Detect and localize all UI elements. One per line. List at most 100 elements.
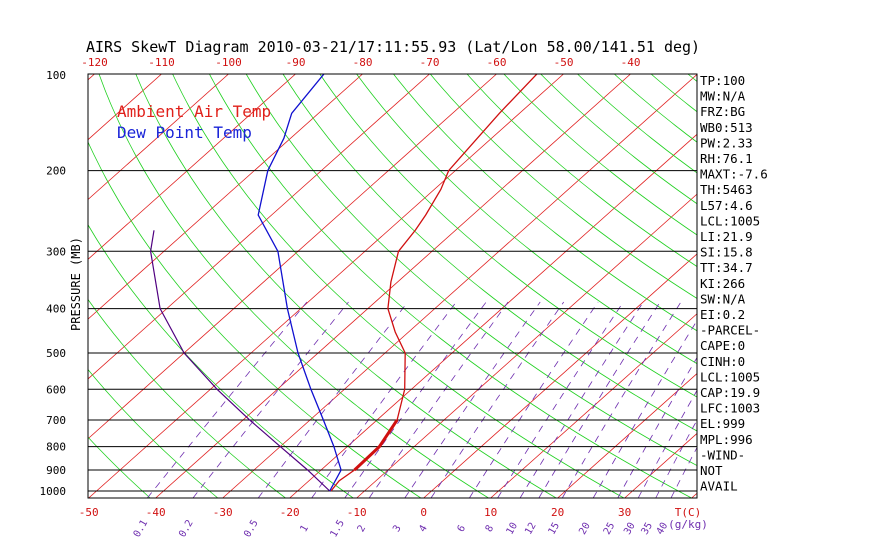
- mixing-ratio-line: [257, 301, 409, 498]
- mixing-ratio-label: 6: [456, 523, 469, 534]
- mixing-ratio-line: [192, 301, 349, 498]
- mixing-ratio-label: 0.5: [242, 518, 261, 539]
- pressure-tick-label: 300: [46, 245, 66, 258]
- dry-adiabat-line: [88, 141, 422, 498]
- dry-adiabat-line: [88, 224, 354, 498]
- pressure-tick-label: 100: [46, 69, 66, 82]
- top-temp-tick-label: -120: [81, 56, 108, 69]
- isotherm-line: [356, 193, 697, 498]
- top-temp-tick-label: -80: [353, 56, 373, 69]
- isotherm-line: [759, 74, 870, 498]
- dew-point-temp-line: [257, 74, 342, 492]
- legend-ambient-air-temp: Ambient Air Temp: [117, 102, 271, 121]
- mixing-ratio-label: 40: [655, 521, 671, 537]
- top-temp-tick-label: -100: [215, 56, 242, 69]
- index-item: TP:100: [700, 73, 745, 88]
- top-temp-tick-label: -50: [554, 56, 574, 69]
- index-item: RH:76.1: [700, 151, 753, 166]
- dry-adiabat-line: [88, 368, 219, 498]
- index-item: SW:N/A: [700, 291, 746, 306]
- index-item: NOT: [700, 463, 723, 478]
- mixing-ratio-line: [404, 301, 541, 498]
- mixing-ratio-line: [311, 301, 457, 498]
- mixing-ratio-unit-label: (g/kg): [668, 518, 708, 531]
- bottom-temp-tick-label: 10: [484, 506, 497, 519]
- index-item: MW:N/A: [700, 89, 746, 104]
- mixing-ratio-line: [538, 301, 661, 498]
- isotherm-line: [88, 74, 430, 380]
- dry-adiabat-line: [650, 74, 697, 113]
- parcel-curve: [149, 230, 331, 492]
- index-item: CAPE:0: [700, 338, 745, 353]
- dry-adiabat-line: [88, 298, 286, 498]
- dry-adiabat-line: [0, 74, 15, 498]
- dry-adiabat-line: [835, 74, 870, 498]
- mixing-ratio-label: 4: [417, 523, 430, 534]
- grid-lines: [0, 74, 870, 498]
- dry-adiabat-line: [172, 74, 625, 498]
- isotherm-line: [88, 74, 229, 201]
- top-temp-tick-label: -110: [148, 56, 175, 69]
- isotherm-line: [490, 313, 697, 498]
- mixing-ratio-label: 0.1: [132, 518, 151, 539]
- isotherm-line: [826, 74, 870, 498]
- dry-adiabat-line: [319, 74, 697, 398]
- index-item: CINH:0: [700, 354, 745, 369]
- top-temp-tick-label: -90: [286, 56, 306, 69]
- dry-adiabat-line: [503, 74, 697, 236]
- index-item: EI:0.2: [700, 307, 745, 322]
- index-item: SI:15.8: [700, 245, 753, 260]
- dry-adiabat-line: [762, 74, 870, 498]
- mixing-ratio-label: 0.2: [177, 518, 196, 539]
- plot-frame: [87, 73, 698, 499]
- mixing-ratio-label: 12: [523, 521, 539, 537]
- index-item: TH:5463: [700, 182, 753, 197]
- bottom-temp-tick-label: -20: [280, 506, 300, 519]
- index-item: EL:999: [700, 416, 745, 431]
- index-item: PW:2.33: [700, 135, 753, 150]
- pressure-tick-label: 900: [46, 464, 66, 477]
- index-item: CAP:19.9: [700, 385, 760, 400]
- pressure-tick-label: 1000: [40, 485, 67, 498]
- index-item: LCL:1005: [700, 213, 760, 228]
- stability-indices: TP:100MW:N/AFRZ:BGWB0:513PW:2.33RH:76.1M…: [700, 73, 768, 494]
- index-item: LCL:1005: [700, 369, 760, 384]
- bottom-temp-tick-label: -10: [347, 506, 367, 519]
- pressure-tick-label: 400: [46, 303, 66, 316]
- chart-title: AIRS SkewT Diagram 2010-03-21/17:11:55.9…: [86, 38, 700, 56]
- isotherm-line: [289, 133, 697, 498]
- dry-adiabat-line: [540, 74, 697, 205]
- isotherm-line: [0, 74, 28, 498]
- mixing-ratio-label: 15: [547, 521, 563, 537]
- pressure-tick-label: 500: [46, 347, 66, 360]
- top-temp-tick-label: -60: [487, 56, 507, 69]
- mixing-ratio-label: 25: [602, 521, 618, 537]
- index-item: -PARCEL-: [700, 323, 760, 338]
- y-axis-label: PRESSURE (MB): [69, 237, 83, 331]
- bottom-temp-tick-label: 20: [551, 506, 564, 519]
- isotherm-line: [557, 373, 697, 498]
- pressure-tick-label: 800: [46, 441, 66, 454]
- mixing-ratio-line: [430, 301, 565, 498]
- index-item: KI:266: [700, 276, 745, 291]
- dry-adiabat-line: [798, 74, 870, 498]
- profile-series: [149, 74, 538, 492]
- temp-unit-label: T(C): [675, 506, 702, 519]
- mixing-ratio-label: 30: [622, 521, 638, 537]
- isotherm-line: [88, 74, 564, 498]
- mixing-ratio-line: [344, 301, 487, 498]
- isotherm-line: [222, 74, 697, 498]
- index-item: LFC:1003: [700, 401, 760, 416]
- index-item: AVAIL: [700, 479, 738, 494]
- mixing-ratio-label: 1.5: [328, 518, 347, 539]
- mixing-ratio-label: 3: [391, 523, 404, 534]
- dry-adiabat-line: [209, 74, 692, 498]
- bottom-temp-tick-label: 30: [618, 506, 631, 519]
- mixing-ratio-label: 8: [484, 523, 497, 534]
- isotherm-line: [423, 253, 697, 498]
- mixing-ratio-label: 20: [577, 521, 593, 537]
- dry-adiabat-line: [356, 74, 697, 365]
- dry-adiabat-line: [245, 74, 697, 467]
- dry-adiabat-line: [577, 74, 697, 174]
